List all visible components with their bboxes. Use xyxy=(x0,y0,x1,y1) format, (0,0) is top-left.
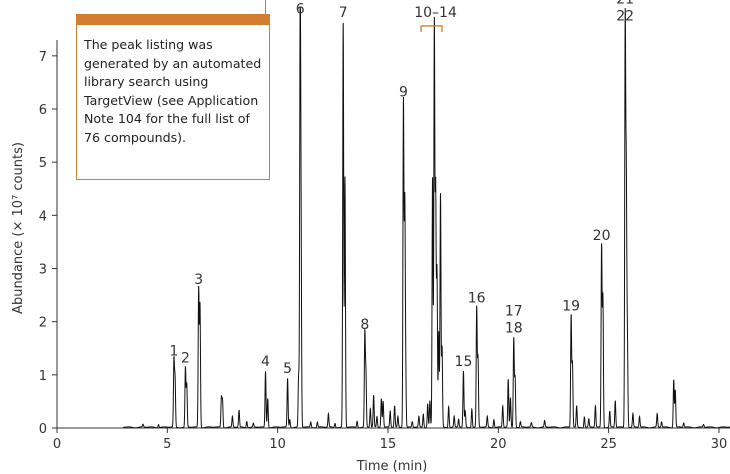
peak-label: 16 xyxy=(468,290,486,306)
y-tick-label: 3 xyxy=(39,263,47,278)
x-axis-title: Time (min) xyxy=(356,459,428,474)
peak-group-bracket xyxy=(420,25,443,32)
peak-label: 15 xyxy=(455,354,473,370)
y-tick-label: 6 xyxy=(39,103,47,118)
peak-label: 5 xyxy=(283,361,292,377)
note-callout: The peak listing was generated by an aut… xyxy=(76,14,270,180)
peak-label: 7 xyxy=(339,5,348,21)
peak-label: 4 xyxy=(261,354,270,370)
peak-label: 18 xyxy=(505,321,523,337)
y-tick-label: 0 xyxy=(39,422,47,437)
x-tick-label: 25 xyxy=(600,437,617,452)
note-accent-bar xyxy=(77,15,269,25)
x-tick-label: 0 xyxy=(53,437,61,452)
peak-label: 10–14 xyxy=(414,5,457,21)
x-tick-label: 20 xyxy=(490,437,507,452)
x-tick-label: 15 xyxy=(380,437,397,452)
y-tick-label: 5 xyxy=(39,156,47,171)
x-tick-label: 10 xyxy=(269,437,286,452)
peak-label: 19 xyxy=(562,298,580,314)
y-tick-label: 4 xyxy=(39,209,47,224)
chromatogram-trace xyxy=(123,7,730,429)
x-tick-label: 5 xyxy=(163,437,171,452)
y-axis-title: Abundance (× 10⁷ counts) xyxy=(11,142,26,314)
note-text: The peak listing was generated by an aut… xyxy=(84,37,262,145)
x-tick-label: 30 xyxy=(711,437,728,452)
y-tick-label: 1 xyxy=(39,369,47,384)
peak-label: 8 xyxy=(360,317,369,333)
peak-label: 1 xyxy=(169,344,178,360)
note-connector-line xyxy=(265,0,266,14)
peak-label: 6 xyxy=(296,2,305,18)
peak-label: 22 xyxy=(616,9,634,25)
peak-label: 17 xyxy=(505,304,523,320)
peak-label: 9 xyxy=(399,85,408,101)
peak-label: 21 xyxy=(616,0,634,8)
y-tick-label: 2 xyxy=(39,316,47,331)
peak-label: 2 xyxy=(181,350,190,366)
peak-label: 20 xyxy=(593,228,611,244)
y-tick-label: 7 xyxy=(39,50,47,65)
peak-label: 3 xyxy=(194,272,203,288)
